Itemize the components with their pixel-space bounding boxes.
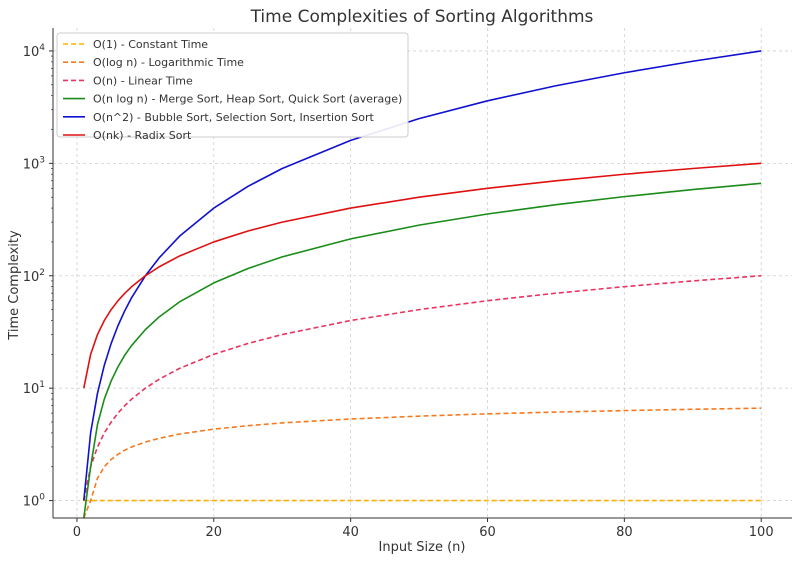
x-tick-label: 40 [342, 525, 359, 540]
x-axis-label: Input Size (n) [379, 540, 466, 555]
axes-layer: 0 20 40 60 80 100 100 101 102 103 104 [23, 28, 792, 540]
series-line-5 [83, 162, 762, 389]
y-tick-label: 103 [23, 155, 45, 172]
series-line-3 [82, 182, 762, 518]
legend-label-0: O(1) - Constant Time [93, 38, 208, 51]
legend-box [56, 32, 409, 138]
series-line-1 [83, 407, 762, 518]
series-line-4 [82, 50, 762, 501]
x-tick-label: 100 [749, 525, 774, 540]
x-tick-label: 20 [206, 525, 223, 540]
y-tick-label: 101 [23, 380, 45, 397]
legend-label-5: O(nk) - Radix Sort [93, 129, 192, 142]
series-line-2 [83, 274, 762, 501]
legend-label-4: O(n^2) - Bubble Sort, Selection Sort, In… [93, 111, 375, 124]
y-axis-label: Time Complexity [7, 230, 22, 341]
legend-label-3: O(n log n) - Merge Sort, Heap Sort, Quic… [93, 93, 402, 106]
legend: O(1) - Constant Time O(log n) - Logarithm… [56, 32, 409, 142]
series-layer [82, 50, 762, 518]
grid-layer [53, 28, 792, 518]
y-tick-label: 104 [23, 43, 46, 60]
legend-label-1: O(log n) - Logarithmic Time [93, 56, 244, 69]
legend-label-2: O(n) - Linear Time [93, 74, 193, 87]
x-tick-label: 80 [616, 525, 633, 540]
x-tick-label: 60 [479, 525, 496, 540]
x-tick-label: 0 [73, 525, 81, 540]
chart-title: Time Complexities of Sorting Algorithms [250, 7, 594, 27]
y-tick-label: 102 [23, 268, 45, 285]
y-tick-label: 100 [23, 493, 46, 510]
